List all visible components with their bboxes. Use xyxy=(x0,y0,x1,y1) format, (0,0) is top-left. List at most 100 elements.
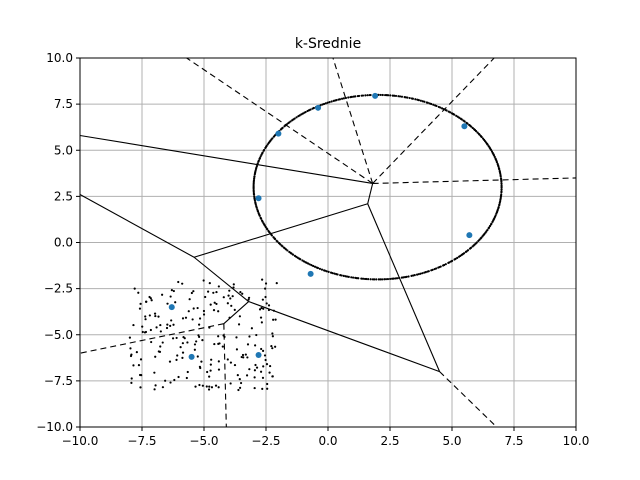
square-data-point xyxy=(255,333,258,337)
ring-data-point xyxy=(385,94,388,97)
square-data-point xyxy=(213,342,216,346)
ring-data-point xyxy=(253,173,256,176)
y-tick-label: 10.0 xyxy=(46,51,73,65)
x-tick-label: −10.0 xyxy=(62,434,99,448)
square-data-point xyxy=(241,353,245,357)
square-data-point xyxy=(176,354,179,357)
ring-data-point xyxy=(321,103,324,106)
square-data-point xyxy=(261,387,264,390)
ring-data-point xyxy=(297,115,300,118)
ring-data-point xyxy=(365,277,368,281)
y-tick-label: 5.0 xyxy=(54,143,73,157)
ring-data-point xyxy=(497,167,501,170)
square-data-point xyxy=(207,388,211,391)
ring-data-point xyxy=(450,112,454,115)
square-data-point xyxy=(217,386,220,389)
ring-data-point xyxy=(324,102,327,105)
square-data-point xyxy=(177,280,180,284)
centroid-point xyxy=(461,123,468,130)
ring-data-point xyxy=(313,265,317,268)
ring-data-point xyxy=(330,100,333,103)
ring-data-point xyxy=(253,199,257,202)
ring-data-point xyxy=(318,267,322,270)
ring-data-point xyxy=(252,193,256,196)
square-data-point xyxy=(130,381,133,384)
ring-data-point xyxy=(394,277,397,280)
y-tick-label: −2.5 xyxy=(44,282,73,296)
square-data-point xyxy=(209,369,212,372)
voronoi-finite-edge xyxy=(367,183,374,204)
ring-data-point xyxy=(287,122,290,125)
ring-data-point xyxy=(500,188,503,191)
centroid-point xyxy=(372,92,379,99)
square-data-point xyxy=(221,345,224,348)
ring-data-point xyxy=(252,182,255,185)
ring-data-point xyxy=(360,94,363,97)
square-data-point xyxy=(260,347,263,351)
square-data-point xyxy=(233,308,236,311)
square-data-point xyxy=(201,339,204,342)
square-data-point xyxy=(130,353,133,356)
square-data-point xyxy=(212,308,216,312)
voronoi-finite-edge xyxy=(193,203,368,258)
square-data-point xyxy=(222,296,225,299)
square-data-point xyxy=(159,323,162,327)
square-data-point xyxy=(271,332,274,335)
square-data-point xyxy=(269,364,272,368)
square-data-point xyxy=(173,378,176,382)
square-data-point xyxy=(149,297,152,300)
ring-data-point xyxy=(395,277,399,280)
square-data-point xyxy=(253,369,257,372)
ring-data-point xyxy=(295,116,298,119)
square-data-point xyxy=(158,350,162,354)
ring-data-point xyxy=(444,108,447,112)
square-data-point xyxy=(155,326,158,329)
square-data-point xyxy=(166,323,169,326)
square-data-point xyxy=(140,374,143,377)
centroid-point xyxy=(188,353,195,360)
square-data-point xyxy=(181,282,184,285)
square-data-point xyxy=(217,335,220,338)
square-data-point xyxy=(169,324,172,327)
square-data-point xyxy=(255,366,259,369)
ring-data-point xyxy=(465,121,468,124)
ring-data-point xyxy=(340,97,344,100)
ring-data-point xyxy=(286,249,289,252)
ring-data-point xyxy=(500,193,503,196)
square-data-point xyxy=(208,375,211,378)
square-data-point xyxy=(264,282,268,285)
ring-data-point xyxy=(357,277,360,280)
square-data-point xyxy=(254,344,257,347)
ring-data-point xyxy=(266,228,269,231)
data-points xyxy=(128,93,503,392)
ring-data-point xyxy=(471,126,474,130)
square-data-point xyxy=(132,323,135,327)
square-data-point xyxy=(179,346,182,349)
ring-data-point xyxy=(347,275,350,278)
ring-data-point xyxy=(336,273,339,276)
square-data-point xyxy=(233,363,237,367)
square-data-point xyxy=(148,314,151,317)
square-data-point xyxy=(192,290,195,293)
ring-data-point xyxy=(384,93,387,97)
square-data-point xyxy=(191,318,194,321)
ring-data-point xyxy=(456,256,459,259)
square-data-point xyxy=(217,285,220,288)
ring-data-point xyxy=(291,119,294,122)
square-data-point xyxy=(128,336,131,339)
ring-data-point xyxy=(417,273,420,276)
ring-data-point xyxy=(423,100,426,103)
ring-data-point xyxy=(488,224,492,228)
square-data-point xyxy=(208,385,211,388)
square-data-point xyxy=(202,313,206,316)
ring-data-point xyxy=(421,272,424,275)
x-tick-label: 2.5 xyxy=(380,434,399,448)
square-data-point xyxy=(253,376,256,379)
square-data-point xyxy=(177,375,180,379)
square-data-point xyxy=(217,368,221,371)
voronoi-edges xyxy=(79,57,577,428)
ring-data-point xyxy=(369,278,372,281)
ring-data-point xyxy=(439,265,442,268)
square-data-point xyxy=(138,307,142,310)
x-tick-label: 10.0 xyxy=(563,434,590,448)
